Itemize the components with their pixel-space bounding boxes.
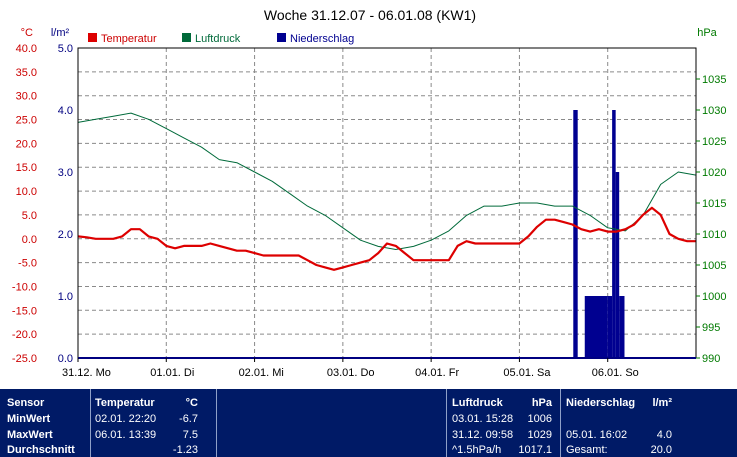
statistics-table: Sensor Temperatur °C Luftdruck hPa Niede… — [0, 389, 737, 457]
precipitation-tick-label: 4.0 — [58, 105, 73, 117]
pressure-axis-unit: hPa — [697, 27, 717, 39]
pressure-tick-label: 990 — [702, 353, 720, 365]
stats-header-temperature: Temperatur — [95, 397, 155, 409]
temperature-axis-unit: °C — [21, 27, 33, 39]
legend: Temperatur Luftdruck Niederschlag — [88, 33, 354, 45]
stats-pressure-value: 1006 — [527, 413, 552, 425]
stats-header-sensor: Sensor — [7, 397, 45, 409]
precipitation-bar — [573, 110, 578, 358]
legend-label-precipitation: Niederschlag — [290, 33, 354, 45]
precipitation-tick-label: 3.0 — [58, 167, 73, 179]
temperature-tick-label: -15.0 — [12, 305, 37, 317]
temperature-tick-label: 30.0 — [16, 91, 37, 103]
temperature-tick-label: 0.0 — [22, 234, 37, 246]
stats-rain-value: 20.0 — [650, 444, 672, 456]
stats-pressure-value: 1029 — [527, 429, 552, 441]
precipitation-bar — [607, 296, 613, 358]
stats-temp-time: 02.01. 22:20 — [95, 413, 157, 425]
temperature-tick-label: -25.0 — [12, 353, 37, 365]
stats-pressure-time: 31.12. 09:58 — [452, 429, 514, 441]
legend-swatch-temperature — [88, 33, 97, 42]
stats-header-pressure-unit: hPa — [531, 397, 552, 409]
temperatur-series-line — [77, 206, 696, 271]
temperature-tick-label: 5.0 — [22, 210, 37, 222]
pressure-tick-label: 1025 — [702, 136, 726, 148]
legend-swatch-pressure — [182, 33, 191, 42]
legend-label-pressure: Luftdruck — [195, 33, 241, 45]
pressure-tick-label: 1005 — [702, 260, 726, 272]
stats-rain-time: 05.01. 16:02 — [566, 429, 628, 441]
temperature-tick-label: 20.0 — [16, 138, 37, 150]
stats-header-pressure: Luftdruck — [452, 397, 503, 409]
stats-row-label: Durchschnitt — [7, 444, 75, 456]
precipitation-bar — [619, 296, 625, 358]
stats-pressure-time: 03.01. 15:28 — [452, 413, 514, 425]
precipitation-tick-label: 1.0 — [58, 291, 73, 303]
temperature-tick-label: 10.0 — [16, 186, 37, 198]
pressure-tick-label: 1000 — [702, 291, 726, 303]
temperature-tick-label: -5.0 — [18, 258, 37, 270]
x-tick-label: 31.12. Mo — [62, 367, 111, 379]
temperature-tick-label: 15.0 — [16, 162, 37, 174]
stats-header-temperature-unit: °C — [185, 397, 198, 409]
legend-swatch-precipitation — [277, 33, 286, 42]
stats-temp-value: -1.23 — [172, 444, 198, 456]
x-tick-label: 02.01. Mi — [239, 367, 284, 379]
x-tick-label: 04.01. Fr — [415, 367, 459, 379]
temperature-tick-label: 25.0 — [16, 115, 37, 127]
stats-header-precipitation: Niederschlag — [566, 397, 636, 409]
pressure-tick-label: 1030 — [702, 105, 726, 117]
precipitation-tick-label: 0.0 — [58, 353, 73, 365]
luftdruck-series-line — [77, 112, 697, 250]
stats-pressure-value: 1017.1 — [518, 444, 552, 456]
precipitation-tick-label: 2.0 — [58, 229, 73, 241]
stats-temp-value: -6.7 — [179, 413, 198, 425]
temperature-tick-label: -10.0 — [12, 281, 37, 293]
temperature-tick-label: -20.0 — [12, 329, 37, 341]
x-tick-label: 05.01. Sa — [503, 367, 551, 379]
legend-label-temperature: Temperatur — [101, 33, 157, 45]
precipitation-bar — [584, 296, 608, 358]
stats-rain-value: 4.0 — [656, 429, 672, 441]
pressure-tick-label: 1035 — [702, 74, 726, 86]
stats-pressure-time: ^1.5hPa/h — [452, 444, 502, 456]
x-tick-label: 06.01. So — [592, 367, 639, 379]
weather-chart: 40.0 35.0 30.0 25.0 20.0 15.0 10.0 5.0 0.0 -5.0 -1… — [12, 7, 727, 379]
stats-header-precipitation-unit: l/m² — [652, 397, 672, 409]
pressure-tick-label: 1010 — [702, 229, 726, 241]
stats-row-label: MinWert — [7, 413, 51, 425]
x-tick-label: 03.01. Do — [327, 367, 375, 379]
stats-rain-time: Gesamt: — [566, 444, 608, 456]
temperature-tick-label: 40.0 — [16, 43, 37, 55]
precipitation-bar — [615, 172, 620, 358]
temperature-tick-label: 35.0 — [16, 67, 37, 79]
stats-temp-value: 7.5 — [182, 429, 198, 441]
grid-lines — [78, 48, 696, 358]
precipitation-tick-label: 5.0 — [58, 43, 73, 55]
pressure-tick-label: 995 — [702, 322, 720, 334]
pressure-tick-label: 1015 — [702, 198, 726, 210]
precipitation-bar — [612, 110, 616, 358]
x-tick-label: 01.01. Di — [150, 367, 194, 379]
stats-temp-time: 06.01. 13:39 — [95, 429, 157, 441]
precipitation-axis-unit: l/m² — [51, 27, 70, 39]
chart-title: Woche 31.12.07 - 06.01.08 (KW1) — [264, 7, 476, 23]
stats-row-label: MaxWert — [7, 429, 53, 441]
pressure-tick-label: 1020 — [702, 167, 726, 179]
